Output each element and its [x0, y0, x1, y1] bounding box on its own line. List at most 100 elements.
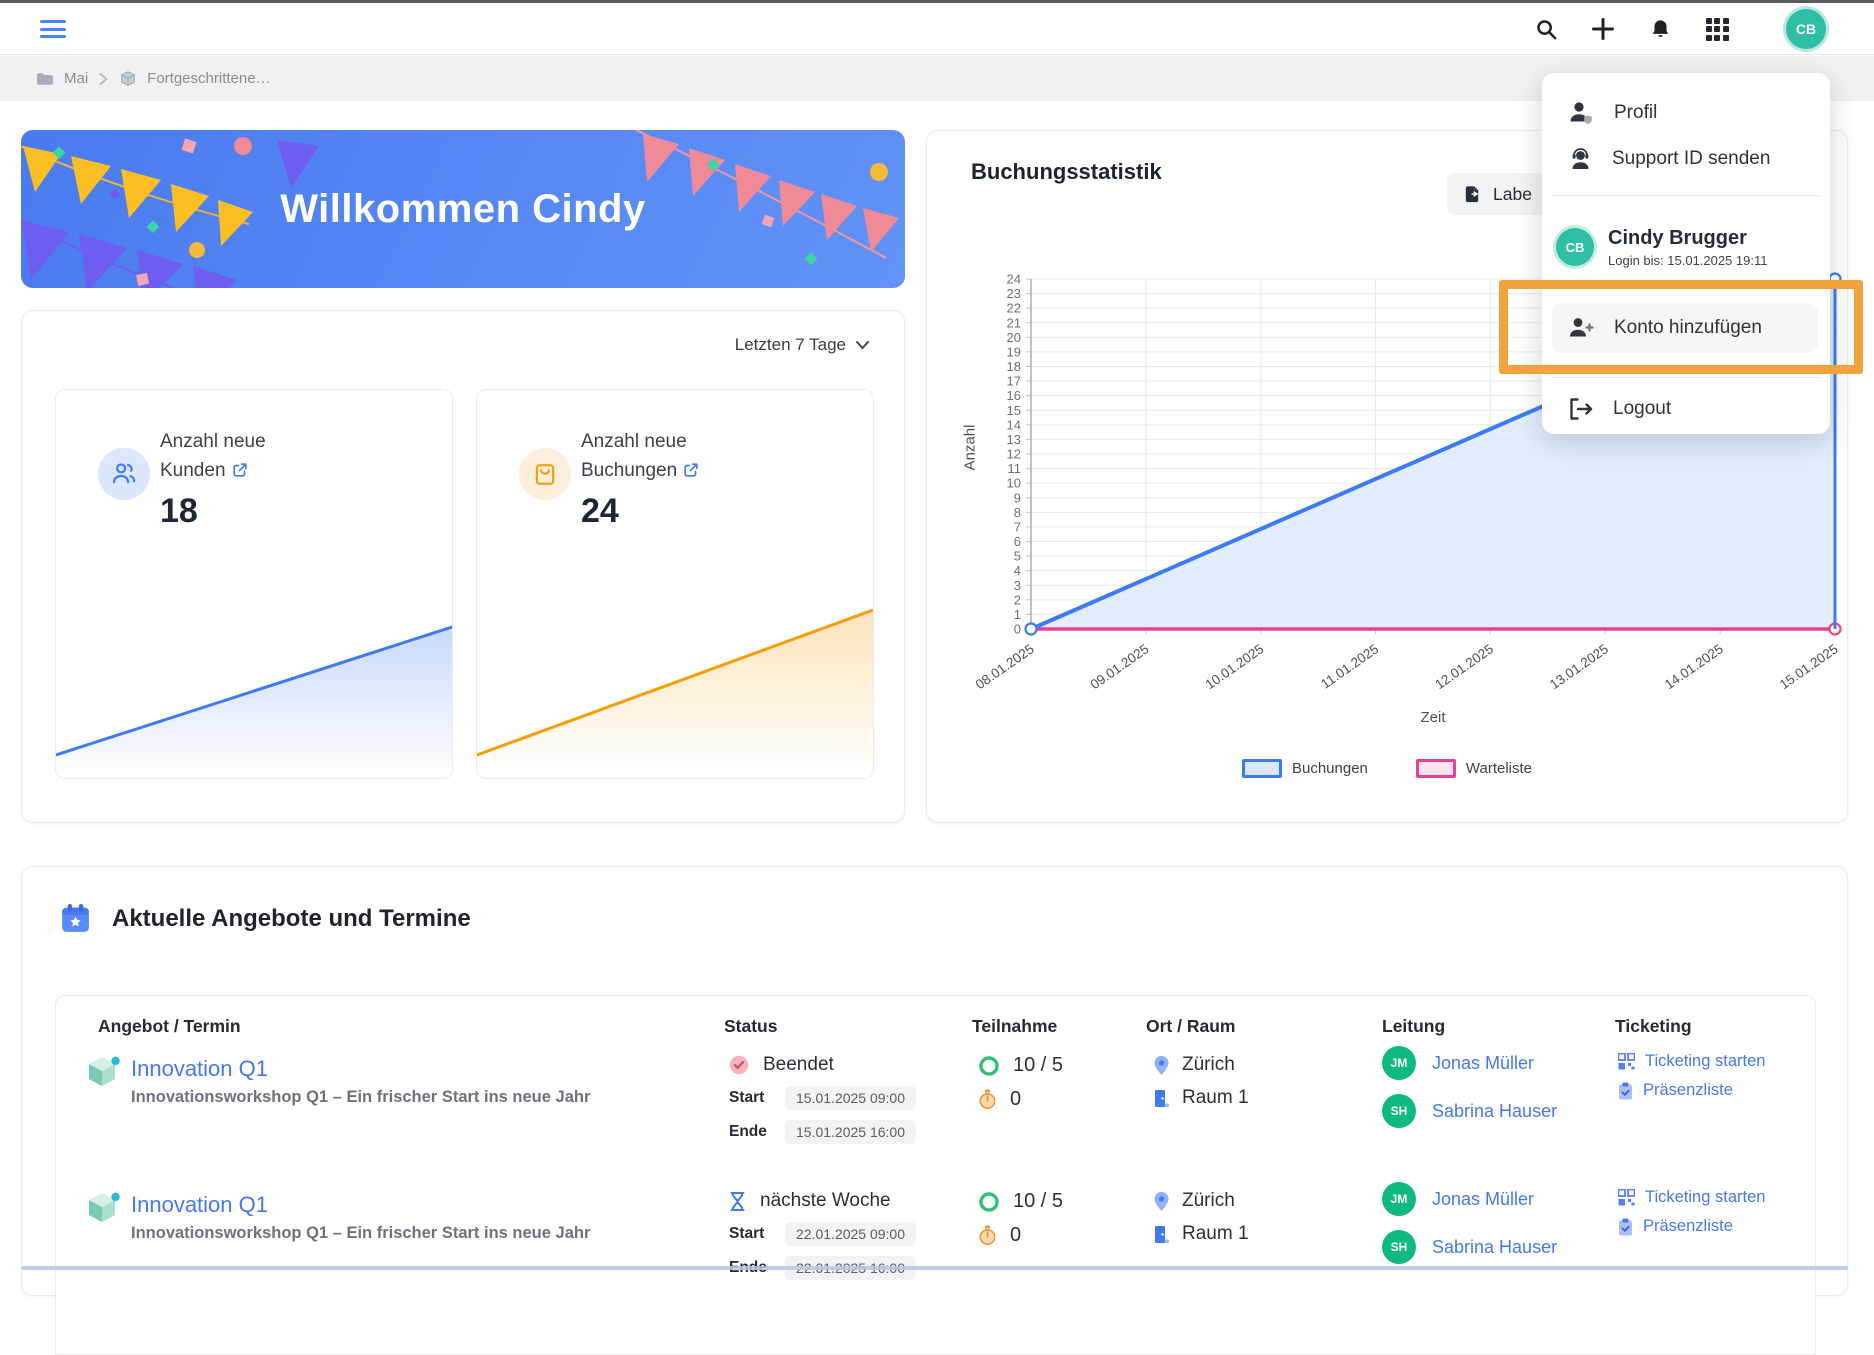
chart-legend: Buchungen Warteliste	[927, 759, 1847, 778]
legend-item-buchungen[interactable]: Buchungen	[1241, 759, 1368, 778]
svg-text:4: 4	[1014, 563, 1021, 578]
col-header-ort: Ort / Raum	[1146, 1016, 1236, 1036]
user-avatar[interactable]: CB	[1786, 9, 1826, 49]
table-row: Innovation Q1 Innovationsworkshop Q1 – E…	[56, 1036, 1815, 1172]
logout-icon	[1568, 397, 1594, 421]
ticketing-start-link[interactable]: Ticketing starten	[1618, 1188, 1765, 1207]
user-plus-icon	[1568, 316, 1595, 340]
location-room: Raum 1	[1182, 1087, 1249, 1108]
stat-card-bookings: Anzahl neue Buchungen 24	[476, 389, 874, 779]
leader: SH Sabrina Hauser	[1382, 1230, 1557, 1264]
breadcrumb-root[interactable]: Mai	[64, 70, 89, 87]
chevron-right-icon	[98, 72, 109, 86]
external-link-icon[interactable]	[683, 462, 699, 478]
svg-text:14.01.2025: 14.01.2025	[1662, 641, 1726, 692]
qr-code-icon	[1618, 1053, 1635, 1070]
waitlist-stopwatch-icon	[978, 1225, 997, 1246]
menu-divider	[1552, 377, 1820, 378]
offers-card: Aktuelle Angebote und Termine Angebot / …	[21, 866, 1848, 1355]
folder-icon	[36, 71, 54, 87]
offers-table: Angebot / Termin Status Teilnahme Ort / …	[55, 995, 1816, 1355]
clipboard-check-icon	[1618, 1082, 1633, 1100]
shopping-bag-icon	[519, 448, 571, 500]
export-document-icon	[1465, 185, 1479, 202]
col-header-teilnahme: Teilnahme	[972, 1016, 1058, 1036]
notifications-bell-icon[interactable]	[1648, 17, 1672, 41]
status-label: Beendet	[763, 1054, 834, 1075]
presence-list-link[interactable]: Präsenzliste	[1618, 1217, 1765, 1236]
status-label: nächste Woche	[760, 1190, 891, 1211]
leader-link[interactable]: Jonas Müller	[1432, 1188, 1535, 1209]
svg-text:6: 6	[1014, 534, 1021, 549]
presence-list-link[interactable]: Präsenzliste	[1618, 1081, 1765, 1100]
svg-text:15.01.2025: 15.01.2025	[1777, 641, 1841, 692]
legend-item-warteliste[interactable]: Warteliste	[1415, 759, 1532, 778]
y-axis-title: Anzahl	[961, 424, 979, 471]
svg-text:24: 24	[1007, 272, 1021, 287]
page-top-border	[0, 0, 1874, 3]
offer-subtitle: Innovationsworkshop Q1 – Ein frischer St…	[131, 1088, 591, 1106]
bookings-sparkline	[477, 608, 873, 778]
stats-card: Letzten 7 Tage Anzahl neue Kunden 18 Anz…	[21, 310, 905, 823]
svg-text:17: 17	[1007, 374, 1021, 389]
menu-item-add-account[interactable]: Konto hinzufügen	[1552, 303, 1818, 353]
room-door-icon	[1153, 1089, 1170, 1108]
waitlist-count: 0	[1010, 1088, 1022, 1110]
range-selector[interactable]: Letzten 7 Tage	[735, 335, 870, 355]
status-hourglass-icon	[729, 1191, 746, 1212]
add-icon[interactable]	[1591, 17, 1615, 41]
svg-text:13: 13	[1007, 432, 1021, 447]
clipboard-check-icon	[1618, 1218, 1633, 1236]
menu-divider	[1552, 195, 1820, 196]
x-axis-title: Zeit	[1420, 709, 1446, 726]
leader-avatar: JM	[1382, 1046, 1416, 1080]
support-headset-icon	[1568, 146, 1593, 172]
svg-text:18: 18	[1007, 359, 1021, 374]
menu-item-support-id[interactable]: Support ID senden	[1554, 137, 1818, 181]
svg-text:19: 19	[1007, 344, 1021, 359]
leader-link[interactable]: Sabrina Hauser	[1432, 1100, 1558, 1121]
start-datetime-chip: 22.01.2025 09:00	[785, 1222, 916, 1246]
svg-text:2: 2	[1014, 592, 1021, 607]
stat-label-customers: Anzahl neue Kunden	[160, 431, 266, 481]
svg-text:12: 12	[1007, 447, 1021, 462]
svg-text:09.01.2025: 09.01.2025	[1088, 641, 1152, 692]
waitlist-stopwatch-icon	[978, 1089, 997, 1110]
svg-text:9: 9	[1014, 490, 1021, 505]
topbar: CB	[0, 3, 1874, 55]
col-header-status: Status	[724, 1016, 778, 1036]
external-link-icon[interactable]	[232, 462, 248, 478]
location-city: Zürich	[1182, 1054, 1235, 1075]
welcome-banner: Willkommen Cindy	[21, 130, 905, 288]
offer-link[interactable]: Innovation Q1	[131, 1192, 268, 1217]
welcome-title: Willkommen Cindy	[280, 186, 646, 231]
menu-account: CB Cindy Brugger Login bis: 15.01.2025 1…	[1556, 219, 1818, 275]
svg-text:14: 14	[1007, 417, 1021, 432]
participants-ring-icon	[978, 1055, 1000, 1077]
breadcrumb-current[interactable]: Fortgeschrittene…	[147, 70, 271, 87]
account-name: Cindy Brugger	[1608, 226, 1747, 249]
menu-hamburger-icon[interactable]	[40, 16, 66, 42]
ticketing-start-link[interactable]: Ticketing starten	[1618, 1052, 1765, 1071]
leader-link[interactable]: Jonas Müller	[1432, 1052, 1535, 1073]
user-shield-icon	[1568, 100, 1595, 126]
stat-label-bookings: Anzahl neue Buchungen	[581, 428, 736, 485]
package-icon	[119, 70, 137, 88]
offer-link[interactable]: Innovation Q1	[131, 1056, 268, 1081]
topbar-actions: CB	[1534, 3, 1826, 55]
search-icon[interactable]	[1534, 17, 1558, 41]
account-login-until: Login bis: 15.01.2025 19:11	[1608, 252, 1768, 268]
range-label: Letzten 7 Tage	[734, 335, 846, 354]
menu-item-profil[interactable]: Profil	[1554, 91, 1818, 135]
horizontal-scrollbar[interactable]	[21, 1266, 1848, 1270]
product-cube-icon	[83, 1052, 121, 1092]
menu-item-logout[interactable]: Logout	[1554, 387, 1818, 431]
status-done-icon	[729, 1055, 749, 1075]
leader-link[interactable]: Sabrina Hauser	[1432, 1236, 1558, 1257]
leader-avatar: JM	[1382, 1182, 1416, 1216]
stat-card-customers: Anzahl neue Kunden 18	[55, 389, 453, 779]
qr-code-icon	[1618, 1189, 1635, 1206]
apps-grid-icon[interactable]	[1705, 17, 1729, 41]
svg-text:10.01.2025: 10.01.2025	[1202, 641, 1266, 692]
leader-avatar: SH	[1382, 1230, 1416, 1264]
